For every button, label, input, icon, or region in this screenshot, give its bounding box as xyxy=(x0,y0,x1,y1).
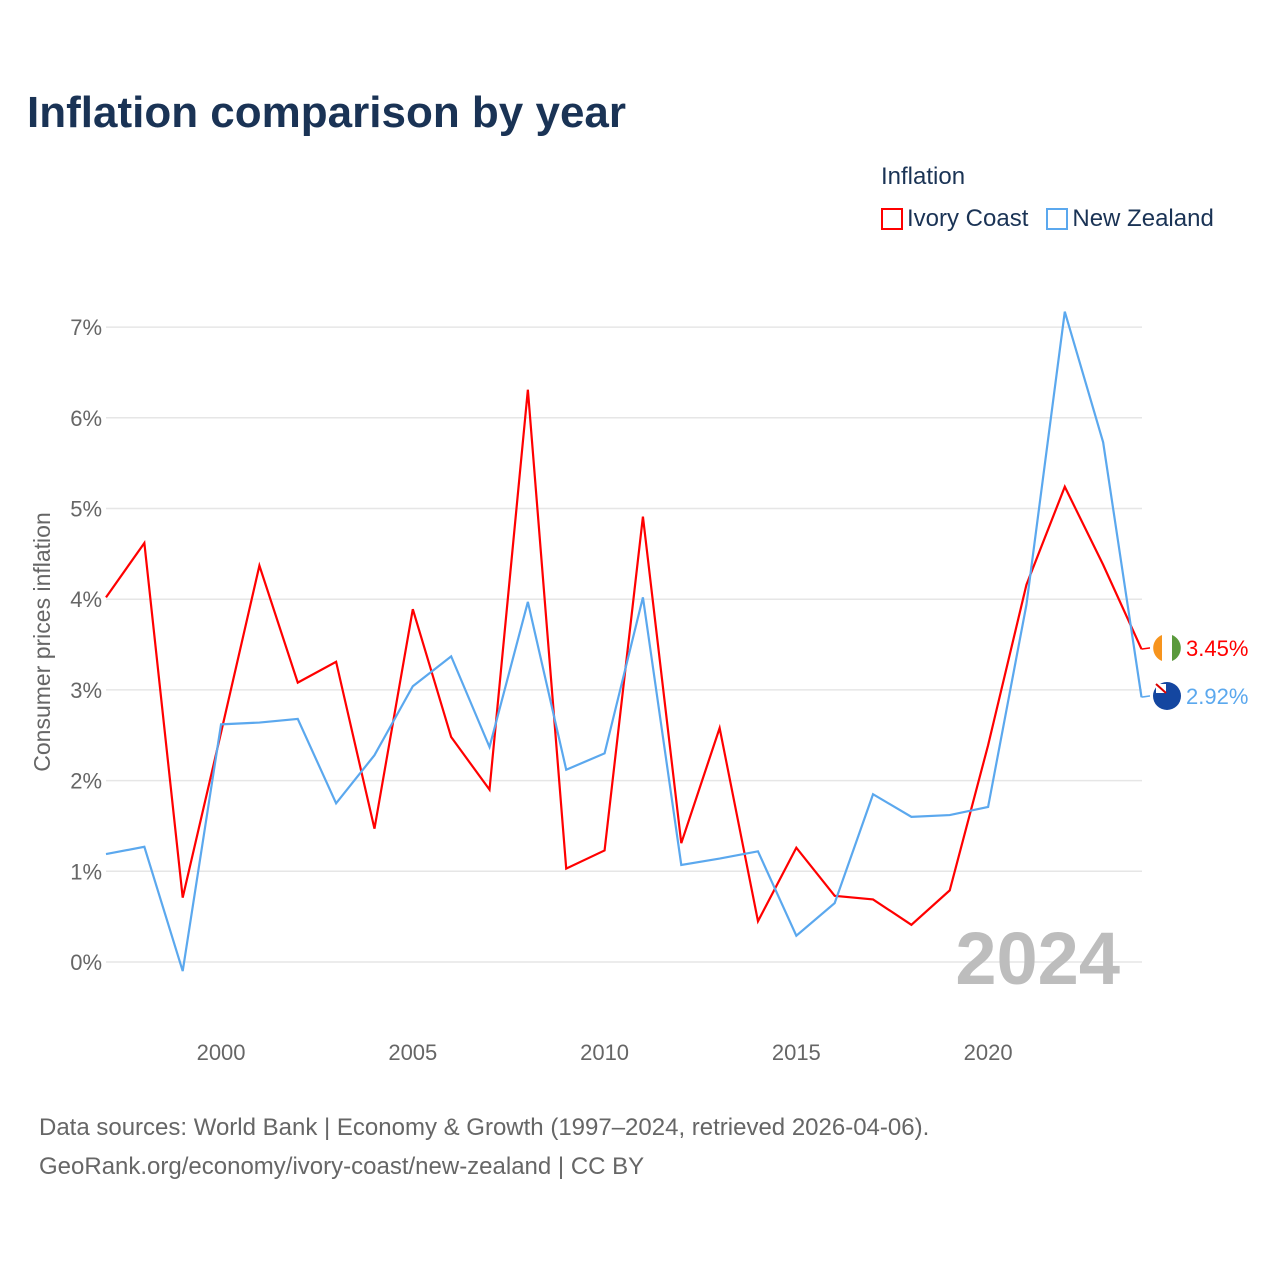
x-tick-label: 2005 xyxy=(388,1040,437,1065)
series-line-ivory-coast xyxy=(105,389,1143,927)
y-tick-label: 5% xyxy=(70,497,102,522)
source-line-2[interactable]: GeoRank.org/economy/ivory-coast/new-zeal… xyxy=(39,1153,645,1180)
series-line-new-zealand xyxy=(105,311,1143,972)
legend-swatch-new-zealand xyxy=(1046,208,1069,230)
y-tick-label: 4% xyxy=(70,587,102,612)
flag-ivory-coast-orange xyxy=(1153,635,1162,661)
end-connector xyxy=(1141,695,1150,698)
legend-label: Ivory Coast xyxy=(907,205,1029,232)
source-line-1: Data sources: World Bank | Economy & Gro… xyxy=(39,1114,930,1141)
end-connector xyxy=(1141,647,1150,650)
chart-title: Inflation comparison by year xyxy=(27,88,627,137)
x-tick-label: 2000 xyxy=(197,1040,246,1065)
end-value-label: 2.92% xyxy=(1186,684,1248,709)
y-tick-label: 0% xyxy=(70,950,102,975)
x-tick-label: 2020 xyxy=(964,1040,1013,1065)
y-tick-label: 2% xyxy=(70,769,102,794)
x-tick-label: 2015 xyxy=(772,1040,821,1065)
legend-item-new-zealand[interactable]: New Zealand xyxy=(1046,205,1214,233)
legend-title: Inflation xyxy=(881,163,966,190)
source-note: Data sources: World Bank | Economy & Gro… xyxy=(39,1108,929,1186)
year-watermark: 2024 xyxy=(955,917,1120,1000)
legend-label: New Zealand xyxy=(1072,205,1214,232)
y-tick-label: 1% xyxy=(70,859,102,884)
legend: Ivory Coast New Zealand xyxy=(881,205,1226,233)
flag-new-zealand-cross xyxy=(1155,683,1167,694)
y-tick-label: 6% xyxy=(70,406,102,431)
end-value-label: 3.45% xyxy=(1186,636,1248,661)
flag-ivory-coast-green xyxy=(1172,635,1181,661)
legend-item-ivory-coast[interactable]: Ivory Coast xyxy=(881,205,1028,233)
y-tick-label: 7% xyxy=(70,315,102,340)
y-tick-label: 3% xyxy=(70,678,102,703)
x-tick-label: 2010 xyxy=(580,1040,629,1065)
legend-swatch-ivory-coast xyxy=(881,208,903,230)
y-axis-label: Consumer prices inflation xyxy=(29,512,55,772)
